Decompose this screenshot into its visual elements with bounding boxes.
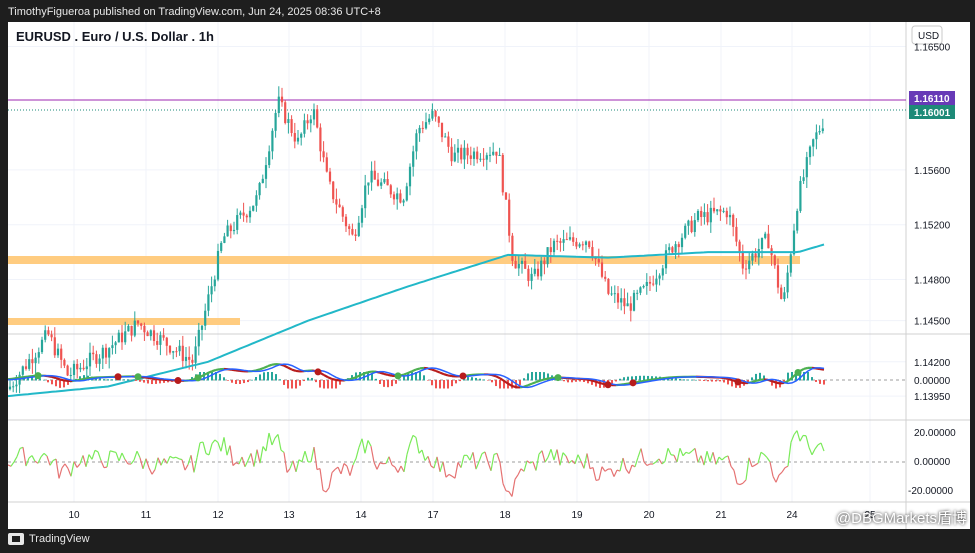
tradingview-wordmark: TradingView	[29, 533, 90, 545]
date-tick: 12	[212, 510, 224, 521]
oscillator-line	[7, 430, 825, 497]
date-tick: 25	[864, 510, 876, 521]
osc-tick-0: 0.00000	[914, 457, 951, 468]
bottom-bar	[0, 529, 975, 553]
date-tick: 10	[68, 510, 80, 521]
watermark-text: @DBGMarkets盾博	[835, 510, 967, 527]
candles	[8, 86, 824, 394]
lower-support-zone	[8, 318, 240, 325]
last-price-badge	[909, 105, 955, 119]
price-tick: 1.15200	[914, 221, 951, 232]
date-tick: 17	[427, 510, 439, 521]
osc-tick-minus20: -20.00000	[908, 486, 953, 497]
signal-line	[7, 363, 825, 389]
chart-area[interactable]: EURUSD . Euro / U.S. Dollar . 1h USD 1.1…	[7, 22, 970, 529]
date-tick: 14	[355, 510, 367, 521]
price-tick: 1.13950	[914, 392, 951, 403]
date-tick: 11	[141, 510, 152, 521]
price-tick: 1.14800	[914, 276, 951, 287]
price-tick: 1.14200	[914, 358, 951, 369]
date-tick: 13	[283, 510, 295, 521]
chart-svg[interactable]: EURUSD . Euro / U.S. Dollar . 1h USD 1.1…	[7, 22, 970, 529]
price-tick: 1.16500	[914, 43, 951, 54]
date-tick: 21	[715, 510, 727, 521]
currency-label: USD	[918, 31, 939, 42]
currency-label-box[interactable]	[911, 25, 943, 45]
price-tick: 1.14500	[914, 317, 951, 328]
last-price-badge-label: 1.16001	[914, 108, 951, 119]
price-tick: 1.15600	[914, 166, 951, 177]
support-zone	[8, 256, 800, 264]
date-axis[interactable]: 10 11 12 13 14 17 18 19 20 21 24 25	[68, 510, 876, 521]
publisher-line: TimothyFigueroa published on TradingView…	[8, 6, 381, 18]
resistance-badge-label: 1.16110	[914, 94, 950, 105]
watermark: @DBGMarkets盾博	[815, 507, 967, 528]
date-tick: 18	[499, 510, 511, 521]
date-tick: 24	[786, 510, 798, 521]
macd-tick-zero: 0.00000	[914, 376, 951, 387]
tradingview-icon	[8, 533, 24, 545]
date-tick: 20	[643, 510, 655, 521]
wechat-icon	[815, 509, 832, 526]
macd-cross-dots	[34, 368, 802, 389]
resistance-badge	[909, 91, 955, 105]
tradingview-logo: TradingView	[8, 533, 90, 545]
osc-tick-20: 20.00000	[914, 428, 956, 439]
symbol-title: EURUSD . Euro / U.S. Dollar . 1h	[16, 29, 214, 44]
date-tick: 19	[571, 510, 583, 521]
price-axis[interactable]: 1.16500 1.15600 1.15200 1.14800 1.14500 1.142…	[914, 43, 951, 404]
